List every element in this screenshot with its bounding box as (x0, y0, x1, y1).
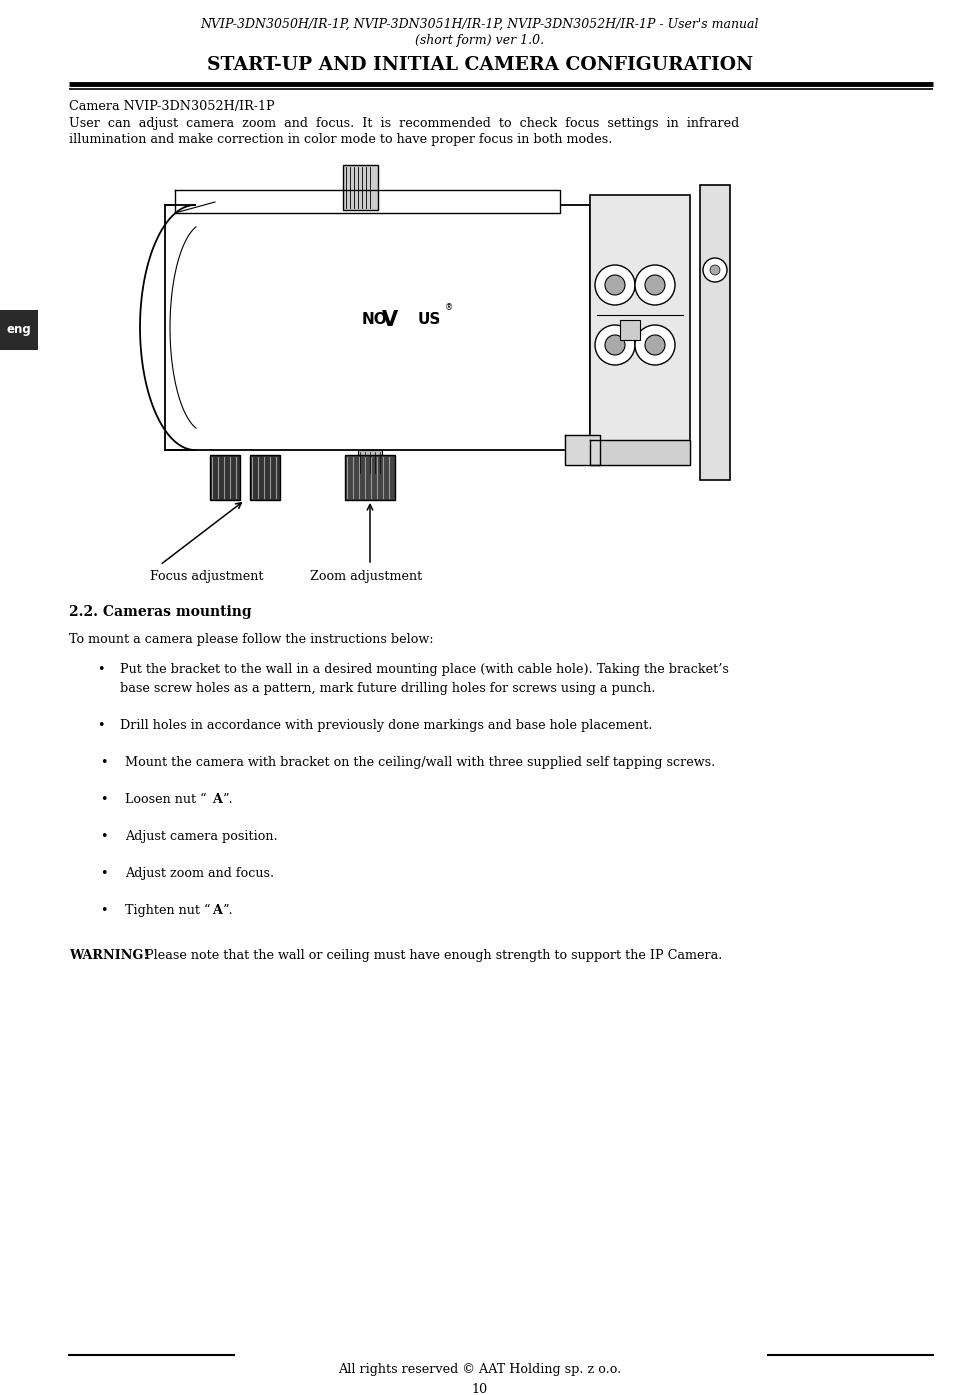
Circle shape (710, 265, 720, 275)
Circle shape (605, 335, 625, 354)
Text: •: • (97, 718, 105, 732)
Text: illumination and make correction in color mode to have proper focus in both mode: illumination and make correction in colo… (69, 133, 612, 146)
Text: US: US (418, 312, 442, 328)
Text: •: • (100, 792, 108, 806)
Text: •: • (100, 868, 108, 880)
Circle shape (635, 325, 675, 365)
Text: Please note that the wall or ceiling must have enough strength to support the IP: Please note that the wall or ceiling mus… (141, 949, 723, 963)
Polygon shape (175, 190, 560, 213)
Circle shape (645, 275, 665, 294)
Text: V: V (382, 310, 398, 331)
Text: ”.: ”. (222, 792, 232, 806)
Text: ”.: ”. (222, 904, 232, 917)
Text: Adjust zoom and focus.: Adjust zoom and focus. (125, 868, 274, 880)
Circle shape (595, 325, 635, 365)
Text: Focus adjustment: Focus adjustment (150, 571, 263, 583)
Bar (165, 205, 590, 451)
Text: •: • (100, 756, 108, 769)
Text: Put the bracket to the wall in a desired mounting place (with cable hole). Takin: Put the bracket to the wall in a desired… (120, 663, 729, 677)
Polygon shape (590, 439, 690, 465)
Text: START-UP AND INITIAL CAMERA CONFIGURATION: START-UP AND INITIAL CAMERA CONFIGURATIO… (207, 56, 753, 74)
Text: eng: eng (7, 324, 32, 336)
Text: •: • (100, 904, 108, 917)
Text: All rights reserved © AAT Holding sp. z o.o.: All rights reserved © AAT Holding sp. z … (338, 1363, 622, 1375)
Circle shape (703, 258, 727, 282)
Bar (590, 195, 690, 465)
Text: Zoom adjustment: Zoom adjustment (310, 571, 422, 583)
Bar (210, 455, 240, 499)
Text: WARNING!: WARNING! (69, 949, 149, 963)
Circle shape (605, 275, 625, 294)
Text: ®: ® (445, 304, 453, 312)
Text: Loosen nut “: Loosen nut “ (125, 792, 206, 806)
Bar (343, 165, 378, 211)
Text: (short form) ver 1.0.: (short form) ver 1.0. (416, 33, 544, 47)
Circle shape (595, 265, 635, 306)
Bar (358, 451, 382, 476)
Text: Camera NVIP-3DN3052H/IR-1P: Camera NVIP-3DN3052H/IR-1P (69, 100, 275, 113)
Text: Drill holes in accordance with previously done markings and base hole placement.: Drill holes in accordance with previousl… (120, 718, 653, 732)
Text: Mount the camera with bracket on the ceiling/wall with three supplied self tappi: Mount the camera with bracket on the cei… (125, 756, 715, 769)
Circle shape (635, 265, 675, 306)
Text: To mount a camera please follow the instructions below:: To mount a camera please follow the inst… (69, 633, 434, 646)
Bar (345, 455, 395, 499)
Text: base screw holes as a pattern, mark future drilling holes for screws using a pun: base screw holes as a pattern, mark futu… (120, 682, 656, 695)
Text: NO: NO (361, 312, 387, 328)
Text: Tighten nut “: Tighten nut “ (125, 904, 210, 918)
Bar (0, 310, 38, 350)
Polygon shape (565, 435, 600, 465)
Bar (250, 455, 280, 499)
Text: User  can  adjust  camera  zoom  and  focus.  It  is  recommended  to  check  fo: User can adjust camera zoom and focus. I… (69, 117, 739, 130)
Bar (620, 319, 640, 340)
Circle shape (645, 335, 665, 354)
Text: 2.2. Cameras mounting: 2.2. Cameras mounting (69, 605, 252, 619)
Text: •: • (100, 830, 108, 843)
Text: NVIP-3DN3050H/IR-1P, NVIP-3DN3051H/IR-1P, NVIP-3DN3052H/IR-1P - User's manual: NVIP-3DN3050H/IR-1P, NVIP-3DN3051H/IR-1P… (201, 18, 759, 31)
Bar (700, 186, 730, 480)
Text: •: • (97, 663, 105, 677)
Text: 10: 10 (472, 1382, 488, 1395)
Text: A: A (212, 792, 222, 806)
Text: Adjust camera position.: Adjust camera position. (125, 830, 277, 843)
Text: A: A (212, 904, 222, 917)
